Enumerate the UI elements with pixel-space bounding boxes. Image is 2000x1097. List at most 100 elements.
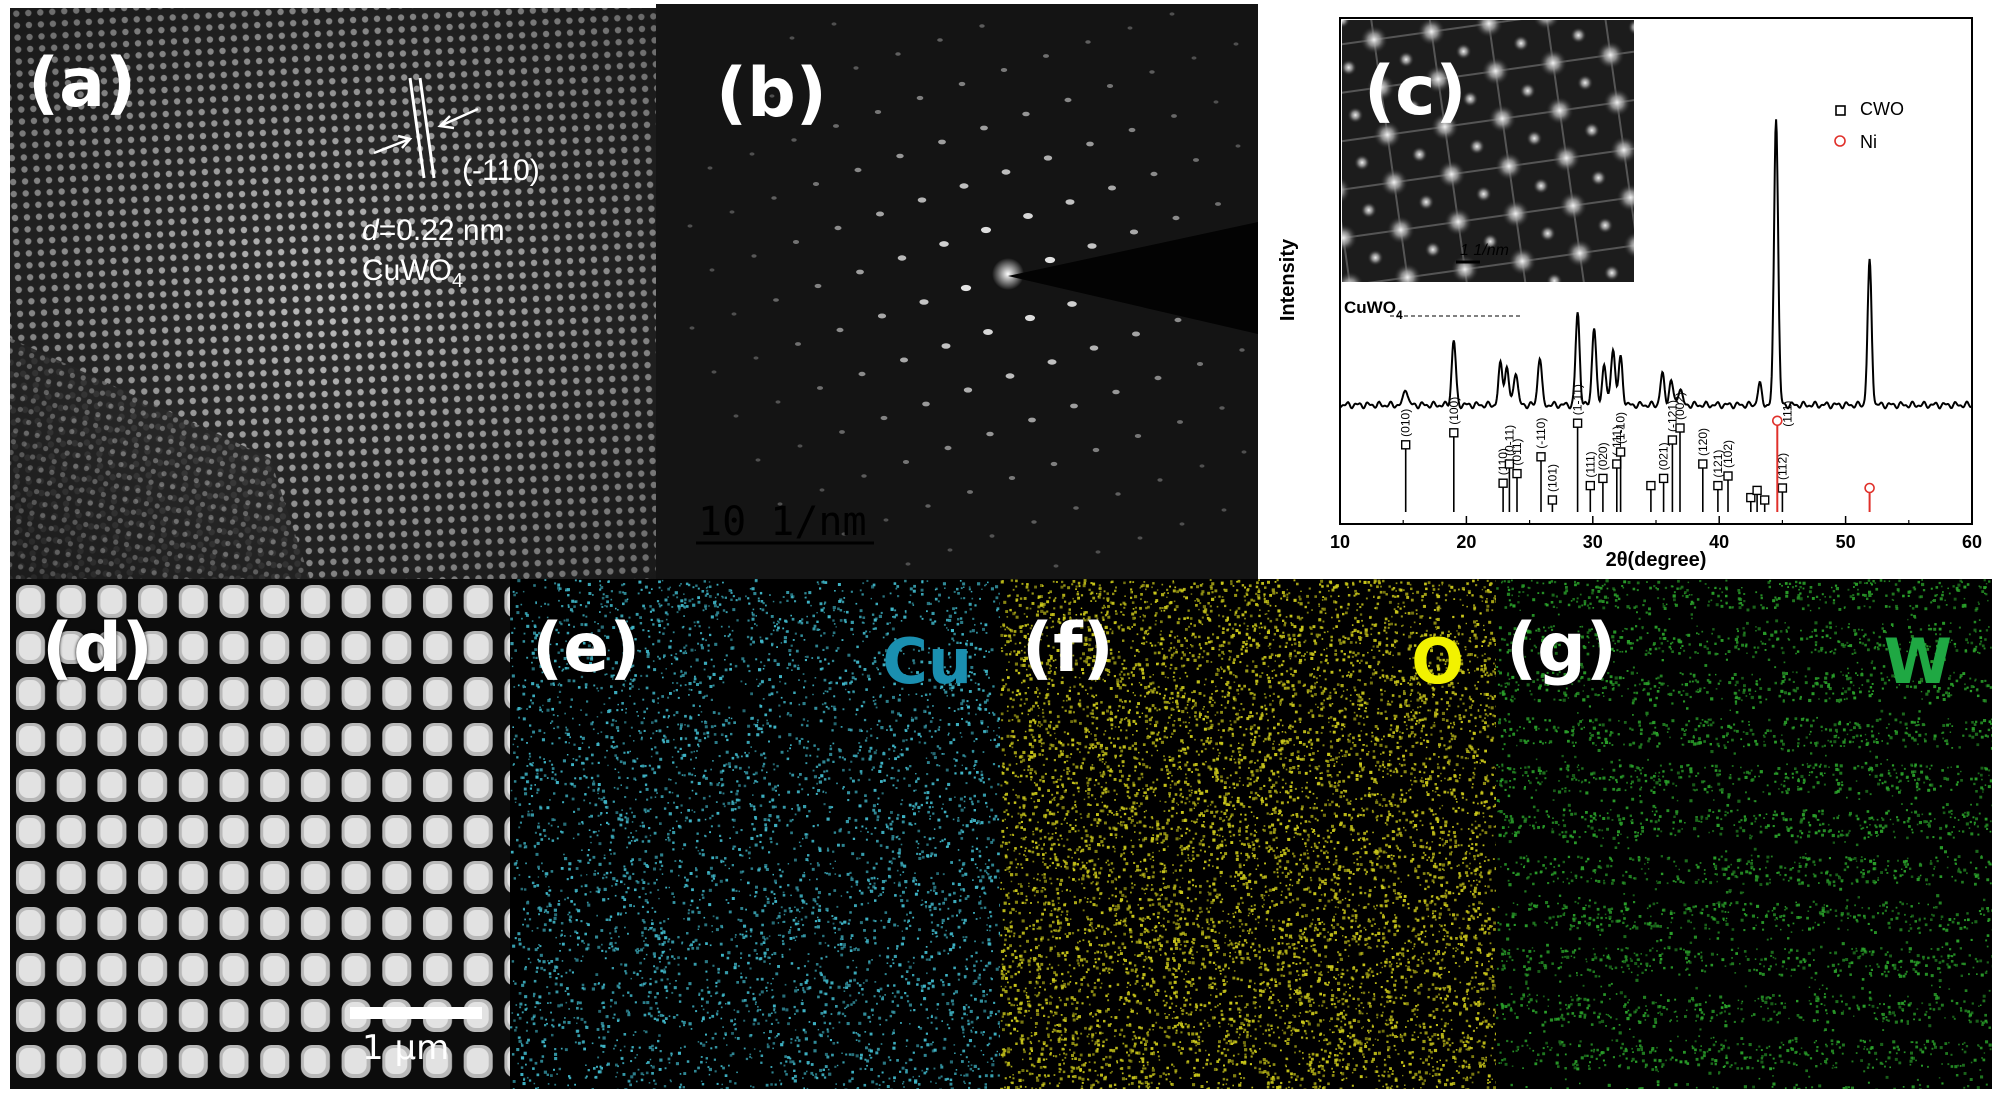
- panel-b-label: (b): [716, 54, 827, 133]
- diffraction-spot: [967, 490, 973, 494]
- diffraction-spot: [1005, 373, 1015, 379]
- diffraction-spot: [986, 431, 994, 437]
- diffraction-spot: [792, 240, 800, 244]
- diffraction-spot: [1095, 550, 1101, 554]
- diffraction-spot: [958, 81, 966, 87]
- panel-c-label: (c): [1364, 52, 1467, 131]
- hkl-label: (111): [1583, 451, 1597, 477]
- diffraction-spot: [1001, 169, 1011, 175]
- diffraction-spot: [729, 210, 735, 214]
- diffraction-spot: [1221, 508, 1227, 512]
- xrd-chart: (010) (100)(110)(0-11)(011)(-110)(101)(1-…: [1277, 17, 1982, 571]
- cwo-reference-marker: [1504, 459, 1515, 469]
- diffraction-spot: [687, 224, 693, 228]
- diffraction-spot: [755, 458, 761, 462]
- cwo-reference-marker: [1547, 495, 1558, 505]
- diffraction-spot: [880, 415, 888, 421]
- legend-ni-marker: [1834, 135, 1846, 147]
- diffraction-spot: [771, 196, 777, 200]
- diffraction-spot: [1191, 56, 1197, 60]
- diffraction-spot: [1043, 54, 1049, 58]
- diffraction-spot: [900, 357, 908, 363]
- diffraction-spot: [941, 343, 951, 349]
- diffraction-spot: [1086, 141, 1094, 147]
- d-value: =0.22 nm: [378, 214, 505, 247]
- diffraction-spot: [711, 370, 717, 374]
- hkl-label: (010): [1399, 409, 1413, 437]
- element-label-o: O: [1411, 625, 1464, 698]
- curve-label: CuWO4: [1344, 298, 1403, 322]
- diffraction-spot: [960, 284, 972, 292]
- diffraction-spot: [983, 329, 993, 335]
- panel-d-label: (d): [42, 609, 153, 688]
- hkl-label: (112): [1775, 453, 1789, 480]
- lattice-plane-label: (-110): [462, 154, 540, 187]
- diffraction-spot: [1025, 314, 1035, 322]
- diffraction-spot: [874, 110, 882, 114]
- cuwo4-xrd-curve: [1339, 119, 1973, 410]
- diffraction-spot: [1219, 406, 1225, 410]
- diffraction-spot: [1196, 362, 1204, 366]
- diffraction-spot: [1129, 229, 1139, 235]
- x-tick-label: 20: [1456, 532, 1476, 552]
- diffraction-spot: [858, 371, 866, 377]
- diffraction-spot: [1043, 155, 1053, 161]
- diffraction-spot: [902, 460, 910, 464]
- diffraction-spot: [1028, 417, 1036, 423]
- cwo-reference-marker: [1536, 452, 1546, 462]
- diffraction-spot: [1179, 522, 1185, 526]
- diffraction-spot: [733, 414, 739, 418]
- hkl-label: (102): [1721, 440, 1735, 468]
- panel-e-label: (e): [532, 609, 641, 688]
- diffraction-spot: [749, 152, 755, 156]
- cwo-reference-marker: [1598, 473, 1608, 484]
- diffraction-spot: [1023, 213, 1033, 219]
- diffraction-spot: [944, 445, 952, 451]
- x-tick-label: 50: [1836, 532, 1856, 552]
- diffraction-spot: [1172, 215, 1180, 221]
- x-axis-label: 2θ(degree): [1606, 549, 1707, 571]
- diffraction-spot: [897, 255, 907, 261]
- element-dots: [1000, 579, 1496, 1089]
- diffraction-spot: [856, 269, 864, 275]
- diffraction-spot: [1132, 331, 1140, 337]
- diffraction-spot: [861, 474, 867, 478]
- hkl-label: (100): [1447, 397, 1461, 425]
- diffraction-spot: [1067, 301, 1077, 307]
- cwo-reference-marker: [1760, 495, 1770, 505]
- diffraction-spot: [919, 299, 929, 305]
- diffraction-spot: [922, 401, 930, 407]
- diffraction-spot: [1047, 359, 1057, 365]
- cwo-reference-marker: [1658, 473, 1669, 484]
- cwo-reference-marker: [1752, 485, 1762, 496]
- curve-label-base: CuWO: [1344, 298, 1396, 317]
- fft-inset-image: [1342, 20, 1634, 282]
- diffraction-spot: [1053, 564, 1059, 568]
- diffraction-spot: [773, 298, 779, 302]
- diffraction-spot: [727, 108, 733, 112]
- sem-scalebar: [350, 1007, 482, 1019]
- diffraction-spot: [1233, 42, 1239, 46]
- diffraction-spot: [1050, 461, 1058, 467]
- diffraction-spot: [1149, 70, 1155, 74]
- diffraction-spot: [1000, 68, 1008, 72]
- diffraction-spot: [963, 387, 973, 393]
- diffraction-spot: [1150, 171, 1158, 177]
- diffraction-spot: [947, 548, 953, 552]
- hkl-label: (121): [1711, 450, 1725, 478]
- cwo-reference-marker: [1777, 483, 1788, 493]
- diffraction-spot: [1174, 317, 1182, 323]
- panel-a-hrtem-image: (a) (-110) d=0.22 nm CuWO4: [10, 8, 656, 579]
- diffraction-spot: [1169, 12, 1175, 16]
- diffraction-spot: [797, 444, 803, 448]
- diffraction-spot: [1065, 199, 1075, 205]
- legend-cwo-marker: [1835, 105, 1846, 116]
- diffraction-spot: [1008, 476, 1016, 480]
- diffraction-spot: [989, 534, 995, 538]
- diffraction-spot: [1108, 185, 1116, 191]
- diffraction-spot: [731, 312, 737, 316]
- d-symbol: d: [362, 214, 379, 247]
- diffraction-spot: [981, 226, 991, 234]
- cwo-reference-marker: [1512, 468, 1522, 479]
